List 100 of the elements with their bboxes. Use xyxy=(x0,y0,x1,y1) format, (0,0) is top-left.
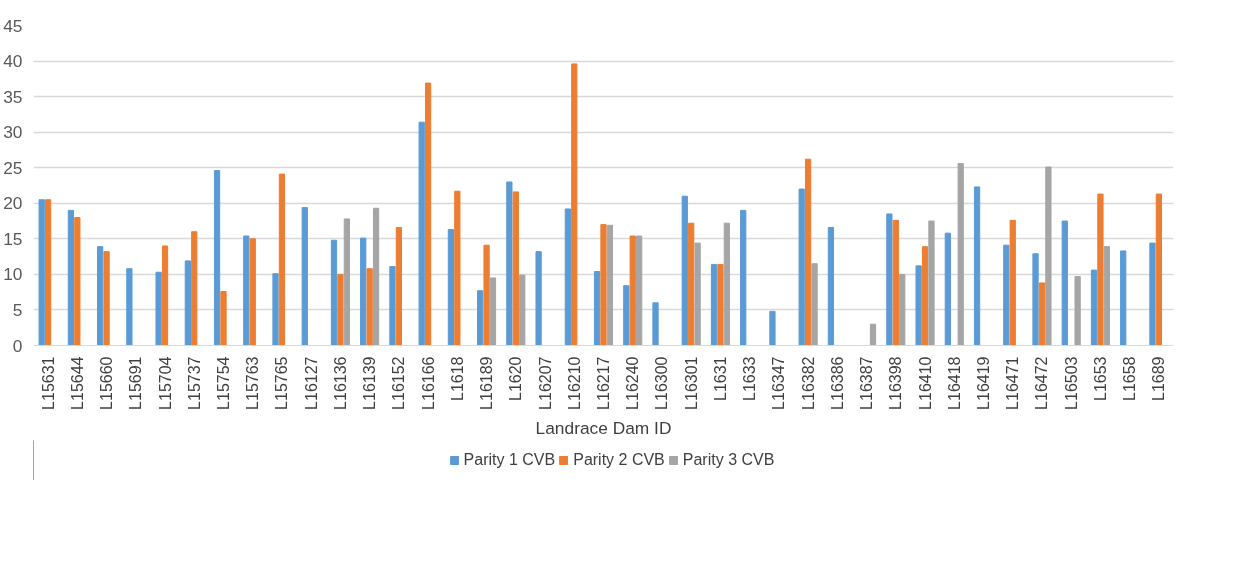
x-tick-label: L15691 xyxy=(127,356,145,410)
x-tick-label: L16471 xyxy=(1004,356,1022,410)
bar xyxy=(921,246,929,346)
bar xyxy=(213,170,221,346)
bar xyxy=(652,302,659,346)
bar xyxy=(483,244,490,346)
bar xyxy=(928,220,935,346)
x-tick-label: L1653 xyxy=(1091,356,1109,401)
x-tick-label: L1658 xyxy=(1121,356,1139,401)
bar xyxy=(272,273,279,346)
bar xyxy=(710,263,718,346)
x-tick-label: L15660 xyxy=(98,356,116,410)
x-tick-label: L16382 xyxy=(799,356,817,410)
x-tick-label: L16217 xyxy=(595,356,612,410)
bar xyxy=(103,251,110,346)
bar xyxy=(957,162,964,346)
y-tick-label: 15 xyxy=(3,228,23,249)
bar xyxy=(1009,219,1016,346)
legend-label: Parity 1 CVB xyxy=(463,451,556,469)
x-tick-label: L16472 xyxy=(1033,356,1051,410)
y-tick-label: 20 xyxy=(3,193,23,214)
bar xyxy=(184,260,191,346)
bar xyxy=(593,271,601,346)
bar xyxy=(723,222,730,346)
bar xyxy=(97,246,104,346)
bar xyxy=(1045,166,1052,346)
bar xyxy=(418,121,425,346)
bar xyxy=(973,186,981,346)
bar xyxy=(126,268,133,346)
x-tick-label: L15763 xyxy=(244,356,262,410)
y-tick-label: 0 xyxy=(12,335,23,356)
bar xyxy=(629,235,636,346)
bar xyxy=(600,224,607,346)
x-tick-label: L15754 xyxy=(215,356,232,410)
x-tick-label: L16418 xyxy=(945,356,963,410)
bar xyxy=(447,229,455,346)
x-tick-label: L16301 xyxy=(682,356,700,410)
bar xyxy=(623,285,630,346)
bar xyxy=(454,190,461,346)
bar xyxy=(636,235,643,346)
bar xyxy=(1149,242,1156,346)
bar xyxy=(688,222,695,346)
bar xyxy=(278,173,286,346)
bar xyxy=(38,199,45,346)
x-tick-label: L16136 xyxy=(331,356,349,410)
bar xyxy=(301,207,308,346)
legend-label: Parity 2 CVB xyxy=(573,451,665,469)
y-tick-label: 30 xyxy=(3,122,23,143)
bar xyxy=(1090,269,1098,346)
bar xyxy=(506,181,513,346)
x-tick-label: L1620 xyxy=(507,356,525,401)
x-tick-label: L15765 xyxy=(273,356,291,410)
x-tick-label: L16127 xyxy=(302,356,320,410)
x-tick-label: L16189 xyxy=(478,356,496,410)
bar xyxy=(389,266,396,346)
bar xyxy=(372,207,380,346)
x-tick-label: L15644 xyxy=(68,356,86,410)
bar xyxy=(769,310,776,346)
bar xyxy=(337,273,344,346)
bar xyxy=(424,82,432,346)
bar xyxy=(44,199,52,346)
bar xyxy=(243,235,250,346)
bar xyxy=(74,217,81,346)
bar xyxy=(892,219,899,346)
x-tick-label: L16410 xyxy=(916,356,934,410)
bar xyxy=(535,251,542,346)
bar xyxy=(886,213,893,346)
bar xyxy=(220,290,227,346)
y-tick-label: 10 xyxy=(3,264,23,285)
x-tick-label: L16387 xyxy=(858,356,876,410)
bar xyxy=(944,232,951,346)
bar xyxy=(869,323,877,346)
bar xyxy=(1038,282,1046,346)
bar xyxy=(67,209,75,346)
bar xyxy=(155,271,162,346)
y-tick-label: 45 xyxy=(3,15,23,36)
x-tick-label: L16210 xyxy=(565,356,583,410)
bar xyxy=(564,208,571,346)
bar xyxy=(343,218,350,346)
x-tick-label: L1618 xyxy=(448,356,466,401)
bar xyxy=(477,290,484,346)
bar xyxy=(1003,244,1010,346)
x-tick-label: L16347 xyxy=(770,356,788,410)
legend-label: Parity 3 CVB xyxy=(682,451,775,469)
bar xyxy=(915,265,922,346)
bar xyxy=(360,237,367,346)
x-tick-label: L16386 xyxy=(828,356,846,410)
bar xyxy=(1103,246,1110,346)
bar xyxy=(489,277,497,346)
bar xyxy=(798,188,805,346)
bar xyxy=(1061,220,1068,346)
x-axis-title: Landrace Dam ID xyxy=(535,417,672,438)
bar xyxy=(694,242,701,346)
x-tick-label: L16166 xyxy=(419,356,437,410)
x-tick-label: L16300 xyxy=(653,356,671,410)
y-tick-label: 25 xyxy=(3,157,23,178)
bar xyxy=(1120,250,1127,346)
x-tick-label: L16207 xyxy=(536,356,554,410)
bar xyxy=(395,226,403,346)
x-tick-label: L16152 xyxy=(390,356,408,410)
